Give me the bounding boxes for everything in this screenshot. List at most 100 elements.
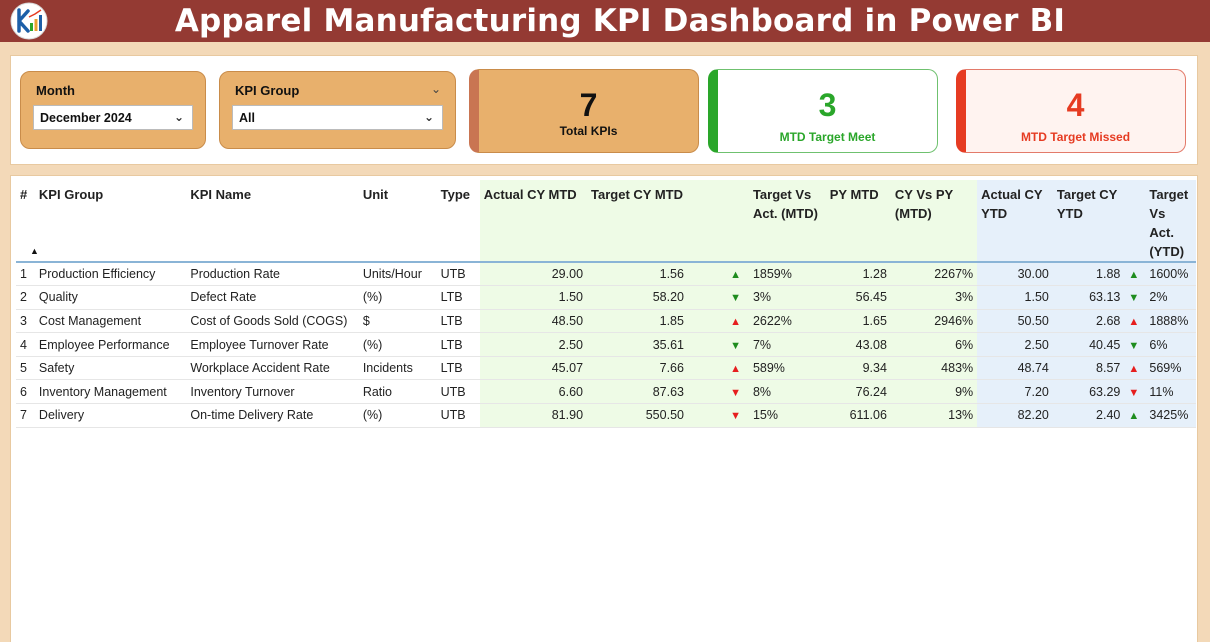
target-cy-ytd-cell: 63.29 (1052, 379, 1125, 405)
kpi-group-cell: Delivery (34, 403, 187, 428)
kpi-group-cell: Production Efficiency (34, 262, 187, 287)
title-bar: Apparel Manufacturing KPI Dashboard in P… (0, 0, 1210, 42)
kpi-group-cell: Safety (34, 356, 187, 381)
actual-cy-ytd-cell: 2.50 (977, 332, 1053, 357)
kpi-group-dropdown[interactable]: All ⌄ (232, 105, 443, 130)
py-mtd-cell: 76.24 (825, 379, 891, 405)
target-vs-act-mtd-cell: 7% (748, 332, 826, 357)
triangle-up-icon: ▲ (1128, 315, 1140, 328)
mtd-status-cell: ▼ (687, 379, 749, 405)
py-mtd-cell: 9.34 (825, 356, 891, 381)
table-row[interactable]: 1 Production Efficiency Production Rate Uni… (16, 262, 1196, 287)
ytd-status-cell: ▼ (1124, 285, 1146, 310)
type-cell: LTB (436, 285, 480, 310)
mtd-status-cell: ▲ (687, 356, 749, 381)
chevron-down-icon[interactable]: ⌄ (423, 110, 434, 124)
target-cy-ytd-cell: 1.88 (1052, 262, 1125, 287)
unit-cell: (%) (358, 332, 437, 357)
chevron-down-icon[interactable]: ⌄ (173, 110, 184, 124)
actual-cy-ytd-cell: 7.20 (977, 379, 1053, 405)
total-kpis-value: 7 (579, 87, 598, 123)
total-kpis-label: Total KPIs (559, 124, 618, 138)
col-header-cy-vs-py-mtd[interactable]: CY Vs PY (MTD) (890, 180, 978, 263)
triangle-down-icon: ▼ (1128, 386, 1140, 399)
table-row[interactable]: 4 Employee Performance Employee Turnover R… (16, 332, 1196, 357)
triangle-down-icon: ▼ (730, 386, 741, 399)
ytd-status-cell: ▲ (1124, 262, 1146, 287)
actual-cy-ytd-cell: 48.74 (977, 356, 1053, 381)
col-header-kpi-group[interactable]: KPI Group (34, 180, 187, 263)
type-cell: UTB (436, 403, 480, 428)
kpi-name-cell: Workplace Accident Rate (186, 356, 359, 381)
triangle-down-icon: ▼ (730, 410, 741, 423)
sort-ascending-icon[interactable]: ▲ (30, 246, 39, 256)
target-cy-ytd-cell: 8.57 (1052, 356, 1125, 381)
type-cell: UTB (436, 262, 480, 287)
col-header-num[interactable]: # ▲ (16, 180, 39, 263)
triangle-up-icon: ▲ (730, 269, 741, 282)
unit-cell: $ (358, 309, 437, 334)
kpi-name-cell: Defect Rate (186, 285, 359, 310)
triangle-up-icon: ▲ (730, 363, 741, 376)
triangle-down-icon: ▼ (730, 339, 741, 352)
row-number: 7 (16, 403, 35, 428)
kpi-group-cell: Quality (34, 285, 187, 310)
col-header-type[interactable]: Type (436, 180, 480, 263)
kpi-name-cell: Cost of Goods Sold (COGS) (186, 309, 359, 334)
actual-cy-ytd-cell: 30.00 (977, 262, 1053, 287)
mtd-status-cell: ▼ (687, 403, 749, 428)
table-row[interactable]: 7 Delivery On-time Delivery Rate (%) UTB 81.… (16, 403, 1196, 428)
col-header-kpi-name[interactable]: KPI Name (186, 180, 359, 263)
triangle-up-icon: ▲ (1128, 410, 1140, 423)
col-header-ytd-spacer (1124, 180, 1146, 263)
triangle-up-icon: ▲ (730, 315, 741, 328)
actual-cy-mtd-cell: 45.07 (479, 356, 588, 381)
total-kpis-card: 7 Total KPIs (469, 69, 699, 153)
actual-cy-mtd-cell: 29.00 (479, 262, 588, 287)
mtd-target-missed-value: 4 (1066, 87, 1085, 123)
chevron-down-icon[interactable]: ⌄ (430, 82, 441, 96)
table-row[interactable]: 3 Cost Management Cost of Goods Sold (COGS… (16, 309, 1196, 334)
target-vs-act-ytd-cell: 2% (1145, 285, 1196, 310)
py-mtd-cell: 56.45 (825, 285, 891, 310)
cy-vs-py-mtd-cell: 6% (890, 332, 978, 357)
triangle-down-icon: ▼ (1128, 292, 1140, 305)
target-cy-mtd-cell: 35.61 (587, 332, 688, 357)
actual-cy-mtd-cell: 48.50 (479, 309, 588, 334)
col-header-actual-cy-mtd[interactable]: Actual CY MTD (479, 180, 588, 263)
row-number: 2 (16, 285, 35, 310)
table-row[interactable]: 5 Safety Workplace Accident Rate Incidents L… (16, 356, 1196, 381)
table-header-row: # ▲ KPI Group KPI Name Unit Type Actual C… (16, 180, 1196, 263)
col-header-target-cy-ytd[interactable]: Target CY YTD (1052, 180, 1125, 263)
col-header-target-cy-mtd[interactable]: Target CY MTD (587, 180, 688, 263)
col-header-unit[interactable]: Unit (358, 180, 437, 263)
cy-vs-py-mtd-cell: 2267% (890, 262, 978, 287)
cy-vs-py-mtd-cell: 2946% (890, 309, 978, 334)
month-dropdown[interactable]: December 2024 ⌄ (33, 105, 193, 130)
kpi-name-cell: Inventory Turnover (186, 379, 359, 405)
ytd-status-cell: ▼ (1124, 379, 1146, 405)
table-row[interactable]: 2 Quality Defect Rate (%) LTB 1.50 58.20 ▼ 3% 56… (16, 285, 1196, 310)
type-cell: LTB (436, 356, 480, 381)
col-header-target-vs-act-mtd[interactable]: Target Vs Act. (MTD) (748, 180, 826, 263)
triangle-up-icon: ▲ (1128, 269, 1140, 282)
logo (6, 0, 54, 42)
target-vs-act-mtd-cell: 15% (748, 403, 826, 428)
col-header-py-mtd[interactable]: PY MTD (825, 180, 891, 263)
page-title: Apparel Manufacturing KPI Dashboard in P… (174, 3, 1066, 39)
month-slicer-label: Month (36, 83, 75, 98)
target-vs-act-mtd-cell: 2622% (748, 309, 826, 334)
row-number: 6 (16, 379, 35, 405)
mtd-status-cell: ▲ (687, 309, 749, 334)
table-row[interactable]: 6 Inventory Management Inventory Turnover R… (16, 379, 1196, 405)
kpi-group-slicer-label: KPI Group (235, 83, 300, 98)
mtd-target-meet-card: 3 MTD Target Meet (708, 69, 938, 153)
ytd-status-cell: ▲ (1124, 356, 1146, 381)
row-number: 3 (16, 309, 35, 334)
actual-cy-ytd-cell: 50.50 (977, 309, 1053, 334)
col-header-target-vs-act-ytd[interactable]: Target Vs Act. (YTD) (1145, 180, 1196, 263)
mtd-status-cell: ▼ (687, 332, 749, 357)
col-header-actual-cy-ytd[interactable]: Actual CY YTD (977, 180, 1053, 263)
cy-vs-py-mtd-cell: 483% (890, 356, 978, 381)
kpi-group-cell: Cost Management (34, 309, 187, 334)
